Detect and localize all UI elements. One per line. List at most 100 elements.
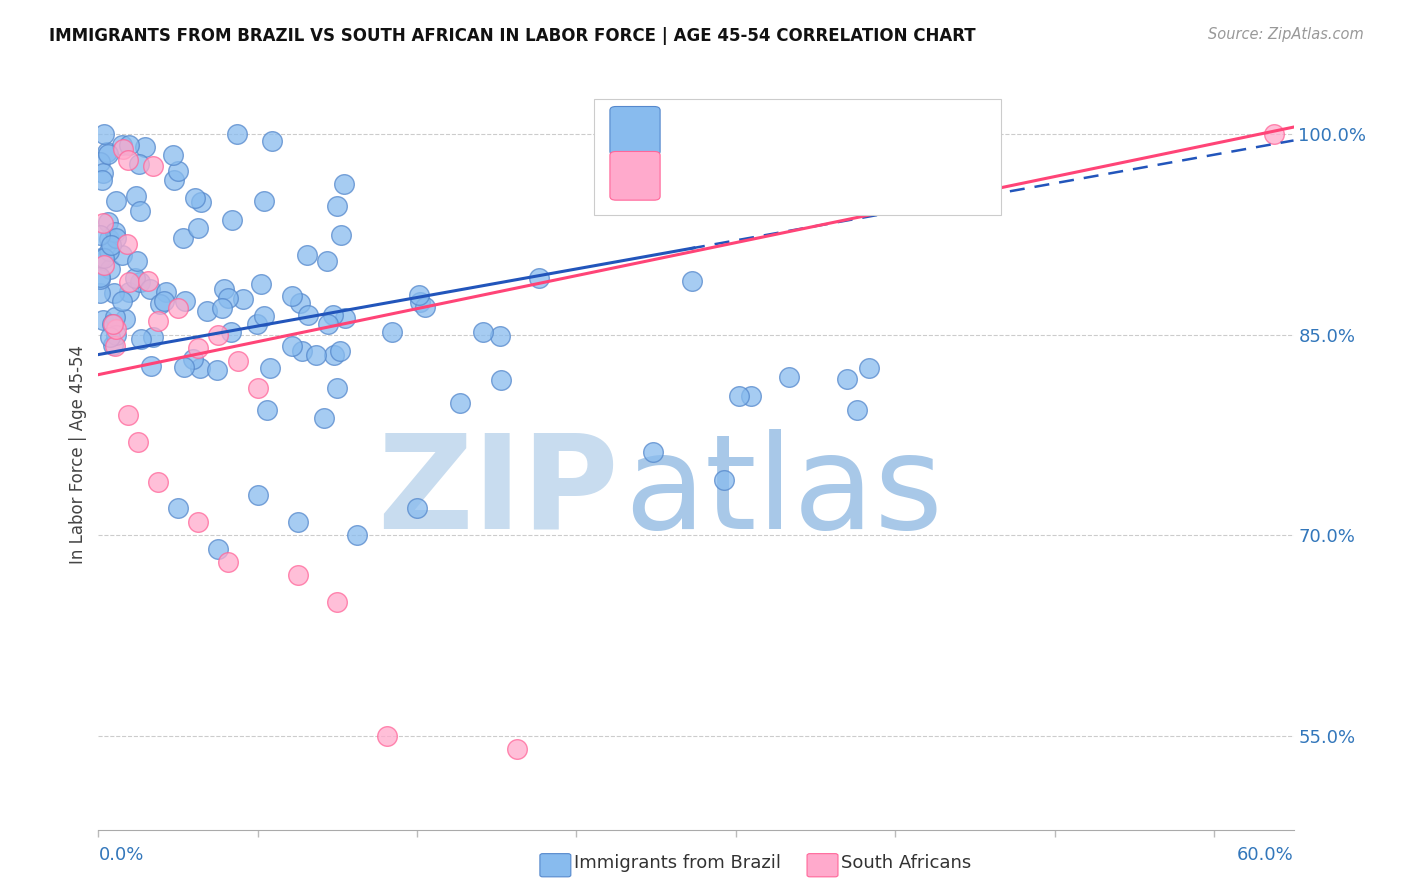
Point <box>112 142 135 156</box>
Point <box>643 444 665 458</box>
Point <box>489 373 512 387</box>
Point <box>260 134 283 148</box>
Point <box>837 372 859 386</box>
Point <box>111 138 134 153</box>
Point <box>111 248 134 262</box>
Point <box>118 285 141 299</box>
Text: 0.0%: 0.0% <box>98 846 143 863</box>
Point <box>323 349 346 363</box>
Point <box>89 272 111 286</box>
Point <box>148 314 170 328</box>
Point <box>409 294 432 309</box>
Point <box>172 231 194 245</box>
Point <box>188 360 211 375</box>
Point <box>288 296 311 310</box>
Point <box>152 294 174 309</box>
Point <box>97 244 120 258</box>
Y-axis label: In Labor Force | Age 45-54: In Labor Force | Age 45-54 <box>69 345 87 565</box>
Point <box>253 194 276 209</box>
Point <box>219 325 242 339</box>
Point <box>117 275 139 289</box>
Point <box>226 354 249 368</box>
Point <box>101 317 124 331</box>
Point <box>96 145 118 159</box>
Point <box>111 293 134 308</box>
Point <box>858 360 880 375</box>
Point <box>104 230 127 244</box>
Point <box>93 166 115 180</box>
Point <box>162 173 184 187</box>
Point <box>1263 127 1285 141</box>
Point <box>167 164 190 178</box>
Point <box>89 269 111 284</box>
Point <box>281 339 304 353</box>
Point <box>129 275 152 289</box>
Point <box>136 274 159 288</box>
Point <box>295 247 318 261</box>
Point <box>97 215 120 229</box>
Point <box>93 258 115 272</box>
Point <box>190 194 212 209</box>
Point <box>406 501 429 516</box>
Point <box>333 177 356 191</box>
Text: Source: ZipAtlas.com: Source: ZipAtlas.com <box>1208 27 1364 42</box>
Point <box>205 362 228 376</box>
Point <box>246 488 269 502</box>
Point <box>118 137 141 152</box>
Text: N =: N = <box>797 169 849 186</box>
Point <box>195 304 218 318</box>
Point <box>101 338 124 352</box>
Point <box>322 308 344 322</box>
FancyBboxPatch shape <box>610 152 661 200</box>
Point <box>207 327 229 342</box>
Point <box>226 127 249 141</box>
Point <box>217 291 239 305</box>
Point <box>472 326 495 340</box>
Point <box>174 294 197 309</box>
Point <box>312 411 335 425</box>
Text: IMMIGRANTS FROM BRAZIL VS SOUTH AFRICAN IN LABOR FORCE | AGE 45-54 CORRELATION C: IMMIGRANTS FROM BRAZIL VS SOUTH AFRICAN … <box>49 27 976 45</box>
Point <box>232 293 254 307</box>
Point <box>93 251 115 265</box>
Point <box>489 328 512 343</box>
Point <box>184 191 207 205</box>
Point <box>155 285 177 300</box>
Point <box>259 361 281 376</box>
Point <box>124 271 146 285</box>
Point <box>104 310 127 324</box>
Point <box>246 381 269 395</box>
Point <box>316 254 339 268</box>
Point <box>98 329 121 343</box>
Point <box>105 321 128 335</box>
Point <box>187 220 209 235</box>
Point <box>217 555 239 569</box>
Point <box>256 402 278 417</box>
Point <box>97 147 120 161</box>
Point <box>845 403 868 417</box>
Point <box>181 352 204 367</box>
Text: Immigrants from Brazil: Immigrants from Brazil <box>574 855 780 872</box>
Point <box>333 311 356 326</box>
Point <box>134 139 156 153</box>
Point <box>131 332 153 346</box>
Text: 60.0%: 60.0% <box>1237 846 1294 863</box>
Point <box>449 396 471 410</box>
Point <box>91 313 114 327</box>
Point <box>713 474 735 488</box>
Text: 0.308: 0.308 <box>725 169 783 186</box>
Point <box>93 127 115 141</box>
Point <box>149 296 172 310</box>
Point <box>101 317 124 331</box>
Point <box>97 232 120 246</box>
Point <box>253 310 276 324</box>
Point <box>287 568 309 582</box>
Text: atlas: atlas <box>624 429 943 556</box>
Point <box>90 251 112 265</box>
Point <box>117 153 139 168</box>
Point <box>281 289 304 303</box>
Point <box>778 369 800 384</box>
Point <box>287 515 309 529</box>
Point <box>346 528 368 542</box>
Point <box>681 274 703 288</box>
Point <box>212 282 235 296</box>
